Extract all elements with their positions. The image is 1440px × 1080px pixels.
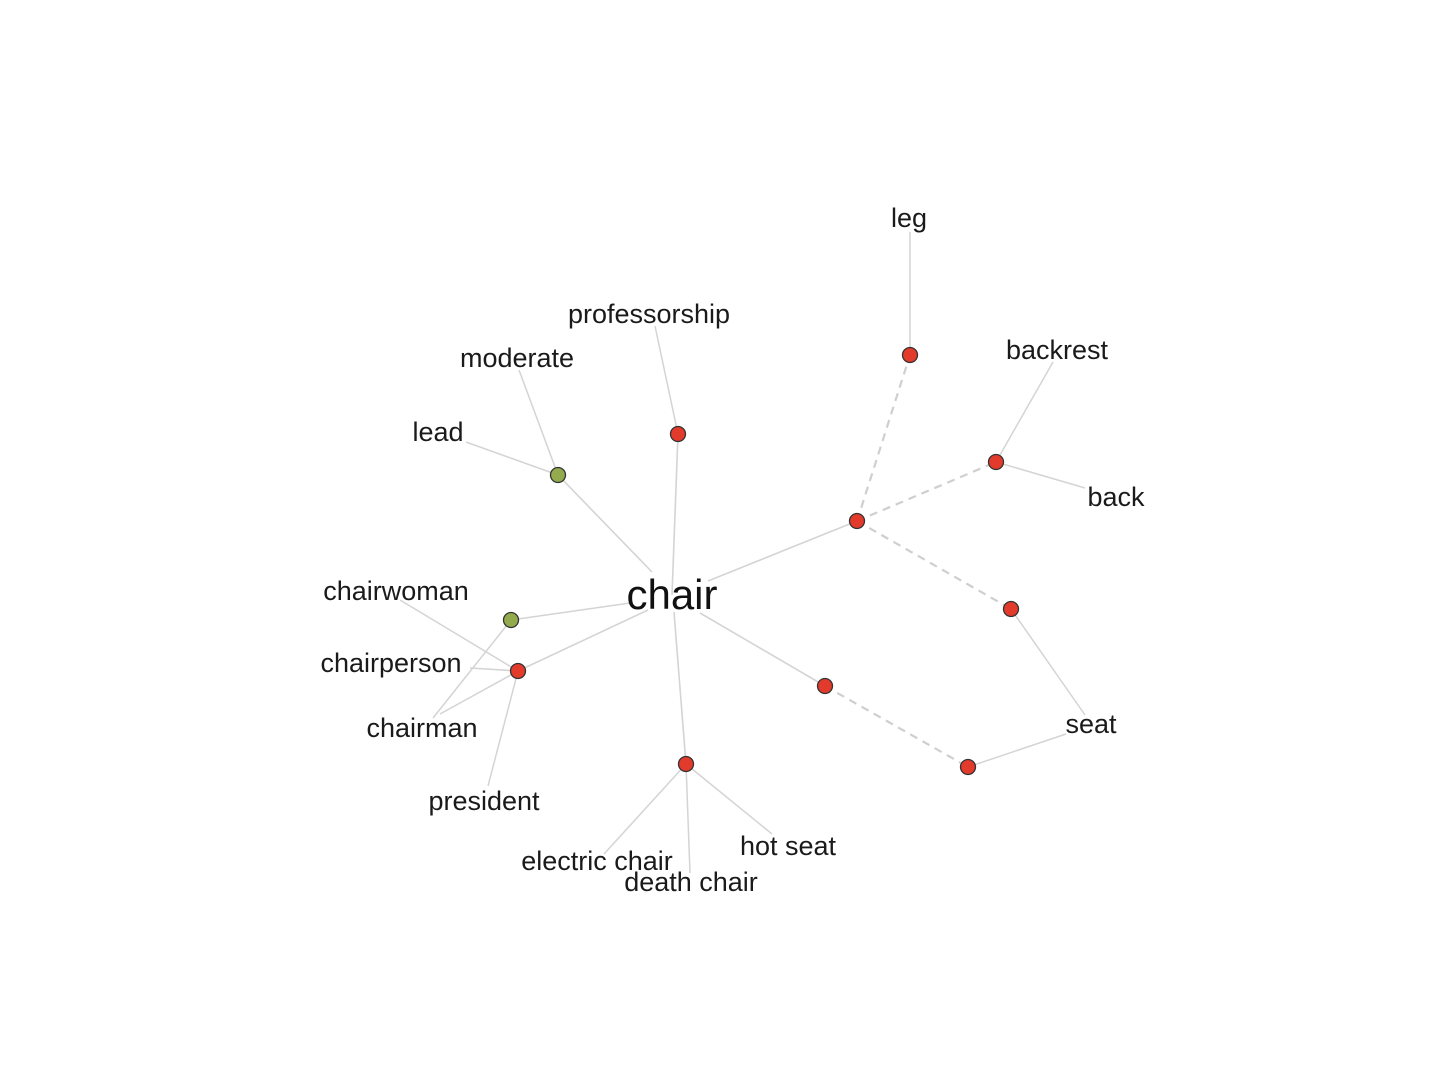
- node-seat-lower[interactable]: [959, 758, 977, 776]
- edge-chair-hub: [707, 520, 858, 582]
- label-seat[interactable]: seat: [1065, 709, 1117, 739]
- edge-president-word: [487, 670, 519, 787]
- edge-hot-seat-word: [685, 763, 773, 835]
- edge-death-chair-word: [685, 763, 691, 874]
- edge-professorship-word: [654, 325, 679, 435]
- edge-chair-chairwoman-node: [510, 602, 631, 621]
- label-electric-chair[interactable]: electric chair: [521, 846, 673, 876]
- label-leg[interactable]: leg: [891, 203, 927, 233]
- edge-chair-death-node: [673, 611, 687, 765]
- edge-moderate-word: [518, 369, 559, 476]
- node-seat-upper[interactable]: [1002, 600, 1020, 618]
- edge-backrest-word: [995, 361, 1054, 463]
- edge-electric-chair-word: [603, 763, 687, 855]
- label-professorship[interactable]: professorship: [568, 299, 730, 329]
- nodes: [502, 346, 1020, 776]
- edge-chair-moderate-node: [557, 474, 653, 573]
- edge-hub-seat-upper: [856, 520, 1012, 610]
- label-moderate[interactable]: moderate: [460, 343, 574, 373]
- label-chairperson[interactable]: chairperson: [320, 648, 461, 678]
- center-label[interactable]: chair: [626, 571, 717, 618]
- node-moderate-lead[interactable]: [549, 466, 567, 484]
- node-professorship[interactable]: [669, 425, 687, 443]
- node-back[interactable]: [987, 453, 1005, 471]
- edge-seat-upper-word: [1010, 608, 1086, 716]
- edge-hub-back: [856, 460, 997, 523]
- edge-chairman-word: [432, 619, 512, 719]
- node-seat-mid[interactable]: [816, 677, 834, 695]
- dashed-edges: [824, 354, 1012, 768]
- edge-seat-lower-word: [967, 733, 1067, 768]
- edge-chairwoman-word: [399, 599, 519, 672]
- edge-lead-word: [465, 441, 559, 476]
- label-backrest[interactable]: backrest: [1006, 335, 1109, 365]
- label-hot-seat[interactable]: hot seat: [740, 831, 837, 861]
- center-edges: [510, 433, 858, 765]
- label-chairman[interactable]: chairman: [366, 713, 477, 743]
- node-chairwoman[interactable]: [502, 611, 520, 629]
- node-leg[interactable]: [901, 346, 919, 364]
- edge-chair-seat-mid: [699, 612, 826, 687]
- edge-hub-leg: [855, 354, 912, 522]
- edge-chair-chairman-node: [517, 609, 649, 672]
- label-lead[interactable]: lead: [412, 417, 463, 447]
- label-chairwoman[interactable]: chairwoman: [323, 576, 469, 606]
- label-back[interactable]: back: [1087, 482, 1145, 512]
- edge-back-word: [995, 461, 1086, 489]
- node-death[interactable]: [677, 755, 695, 773]
- leaf-edges: [399, 232, 1086, 874]
- edge-chair-professorship: [671, 433, 679, 596]
- node-hub[interactable]: [848, 512, 866, 530]
- labels: chair leg professorship backrest moderat…: [320, 203, 1145, 897]
- edge-chairman-word-2: [439, 670, 519, 715]
- label-death-chair[interactable]: death chair: [624, 867, 758, 897]
- node-chairman[interactable]: [509, 662, 527, 680]
- edge-seat-mid-seat-lower: [824, 685, 969, 768]
- label-president[interactable]: president: [428, 786, 540, 816]
